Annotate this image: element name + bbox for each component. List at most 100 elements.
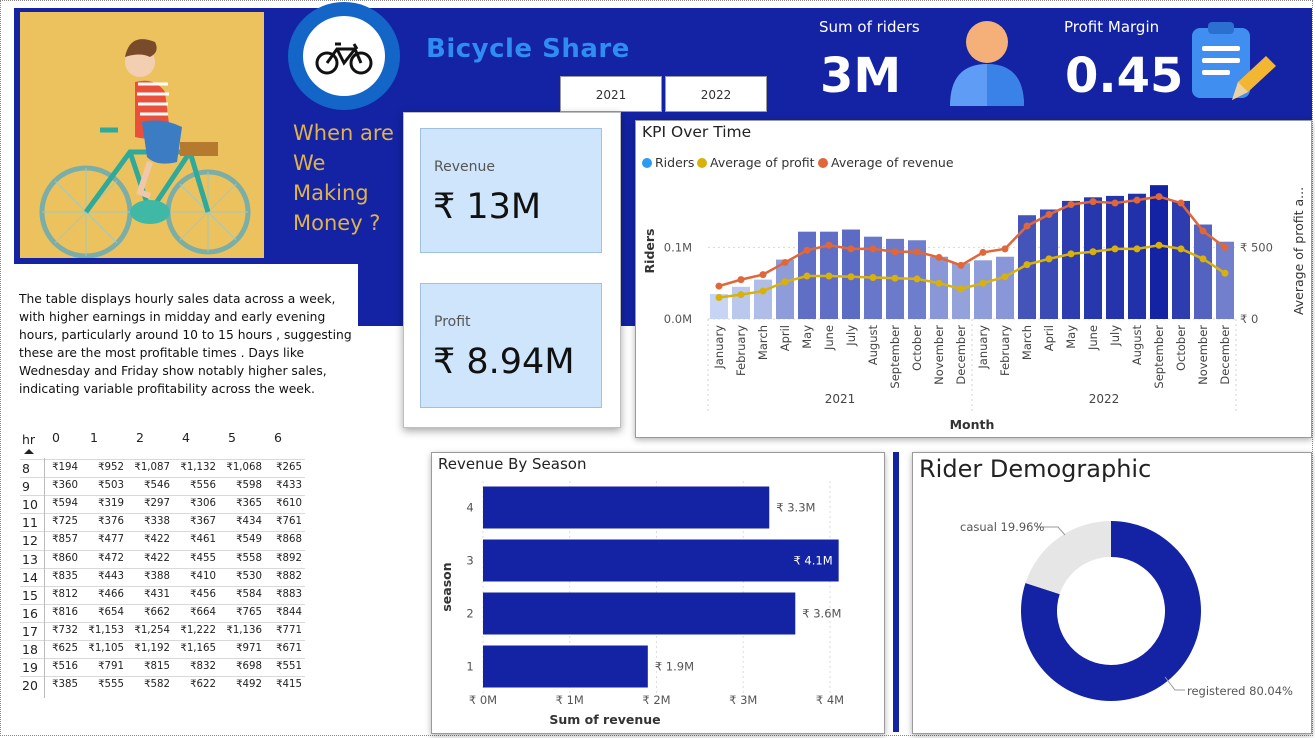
profit-line xyxy=(718,244,1226,299)
riders-bar xyxy=(776,259,794,319)
profit-point xyxy=(891,274,899,282)
profit-point xyxy=(1177,245,1185,253)
matrix-cell: ₹835 xyxy=(52,570,78,582)
revenue-point xyxy=(759,271,767,279)
year-slicer-2021[interactable]: 2021 xyxy=(560,76,662,112)
sort-arrow-icon[interactable] xyxy=(24,449,34,454)
profit-point xyxy=(781,278,789,286)
matrix-cell: ₹732 xyxy=(52,624,78,636)
matrix-cell: ₹791 xyxy=(98,661,124,673)
bicycle-icon xyxy=(315,42,373,75)
matrix-column-header[interactable]: 0 xyxy=(52,430,60,445)
y-tick-label: 1 xyxy=(466,660,473,674)
matrix-row-divider xyxy=(20,676,305,678)
revenue-line xyxy=(718,195,1226,288)
x-tick-label: April xyxy=(778,325,792,351)
matrix-row-header: 14 xyxy=(22,569,38,585)
matrix-column-header[interactable]: 5 xyxy=(228,430,236,445)
revenue-card-value: ₹ 13M xyxy=(433,187,542,227)
revenue-by-season-visual: Revenue By Season ₹ 0M ₹ 1M ₹ 2M ₹ 3M ₹ 4M 4 ₹… xyxy=(431,452,885,734)
matrix-column-header[interactable]: 1 xyxy=(90,430,98,445)
donut-slice-casual xyxy=(1025,521,1111,595)
profit-point xyxy=(913,275,921,283)
x-tick-label: ₹ 0M xyxy=(469,693,497,707)
x-tick-label: ₹ 3M xyxy=(729,693,757,707)
revenue-point xyxy=(847,245,855,253)
y-tick-label: 0.1M xyxy=(664,240,692,254)
y-axis-title: season xyxy=(439,562,454,611)
y-tick-label: 4 xyxy=(466,501,473,515)
matrix-cell: ₹338 xyxy=(144,516,170,528)
matrix-cell: ₹832 xyxy=(190,661,216,673)
x-tick-label: November xyxy=(932,325,946,385)
matrix-row-header: 13 xyxy=(22,551,38,567)
x-tick-label: February xyxy=(734,325,748,376)
matrix-cell: ₹306 xyxy=(190,498,216,510)
revenue-point xyxy=(1199,227,1207,235)
riders-bar xyxy=(754,279,772,319)
matrix-cell: ₹584 xyxy=(236,588,262,600)
profit-point xyxy=(1111,245,1119,253)
season-bar xyxy=(483,539,839,582)
season-chart-canvas: ₹ 0M ₹ 1M ₹ 2M ₹ 3M ₹ 4M 4 ₹ 3.3M 3 ₹ 4.1M 2 ₹ 3.6… xyxy=(439,481,844,727)
matrix-cell: ₹765 xyxy=(236,606,262,618)
matrix-cell: ₹422 xyxy=(144,534,170,546)
matrix-corner-label[interactable]: hr xyxy=(22,432,36,447)
matrix-row-header: 9 xyxy=(22,479,30,495)
matrix-column-header[interactable]: 2 xyxy=(136,430,144,445)
matrix-cell: ₹365 xyxy=(236,498,262,510)
matrix-cell: ₹319 xyxy=(98,498,124,510)
matrix-cell: ₹410 xyxy=(190,570,216,582)
matrix-row-header: 10 xyxy=(22,497,38,513)
revenue-point xyxy=(1133,196,1141,204)
year-slicer-2022[interactable]: 2022 xyxy=(665,76,767,112)
matrix-cell: ₹812 xyxy=(52,588,78,600)
matrix-row-header: 19 xyxy=(22,660,38,676)
legend-item-profit[interactable]: Average of profit xyxy=(697,155,815,170)
x-tick-label: January xyxy=(712,325,726,370)
matrix-cell: ₹625 xyxy=(52,643,78,654)
profit-point xyxy=(825,272,833,280)
profit-point xyxy=(1199,255,1207,263)
legend-item-riders[interactable]: Riders xyxy=(642,155,694,170)
matrix-cell: ₹698 xyxy=(236,661,262,673)
matrix-cell: ₹771 xyxy=(276,624,302,636)
matrix-cell: ₹1,087 xyxy=(134,462,170,473)
matrix-column-header[interactable]: 6 xyxy=(274,430,282,445)
x-tick-label: May xyxy=(800,325,814,349)
legend-dot-icon xyxy=(697,158,707,168)
revenue-card: Revenue ₹ 13M xyxy=(420,128,602,253)
summary-cards-panel: Revenue ₹ 13M Profit ₹ 8.94M xyxy=(403,112,621,428)
matrix-cell: ₹456 xyxy=(190,588,216,600)
profit-card-value: ₹ 8.94M xyxy=(433,342,575,382)
matrix-cell: ₹516 xyxy=(52,661,78,673)
legend-item-revenue[interactable]: Average of revenue xyxy=(818,155,954,170)
matrix-cell: ₹971 xyxy=(236,643,262,654)
data-label: ₹ 1.9M xyxy=(655,660,694,674)
riders-bar xyxy=(1040,209,1058,319)
description-panel xyxy=(14,264,358,328)
x-tick-label: March xyxy=(1020,325,1034,360)
profit-point xyxy=(935,279,943,287)
question-text: When are We Making Money ? xyxy=(293,118,394,238)
legend-dot-icon xyxy=(818,158,828,168)
revenue-point xyxy=(979,248,987,256)
revenue-point xyxy=(803,246,811,254)
profit-point xyxy=(869,273,877,281)
season-bar xyxy=(483,645,648,688)
matrix-row-header: 15 xyxy=(22,587,38,603)
data-label: ₹ 4.1M xyxy=(793,554,832,568)
matrix-cell: ₹367 xyxy=(190,516,216,528)
matrix-cell: ₹654 xyxy=(98,606,124,618)
matrix-column-header[interactable]: 4 xyxy=(182,430,190,445)
revenue-point xyxy=(1221,243,1229,251)
matrix-cell: ₹385 xyxy=(52,679,78,691)
matrix-cell: ₹1,192 xyxy=(134,643,170,654)
matrix-row-header: 18 xyxy=(22,642,38,657)
matrix-cell: ₹622 xyxy=(190,679,216,691)
cyclist-illustration xyxy=(20,12,264,258)
matrix-row-header: 20 xyxy=(22,678,38,694)
matrix-row-divider xyxy=(20,585,305,587)
matrix-cell: ₹725 xyxy=(52,516,78,528)
matrix-row-header: 12 xyxy=(22,533,38,549)
